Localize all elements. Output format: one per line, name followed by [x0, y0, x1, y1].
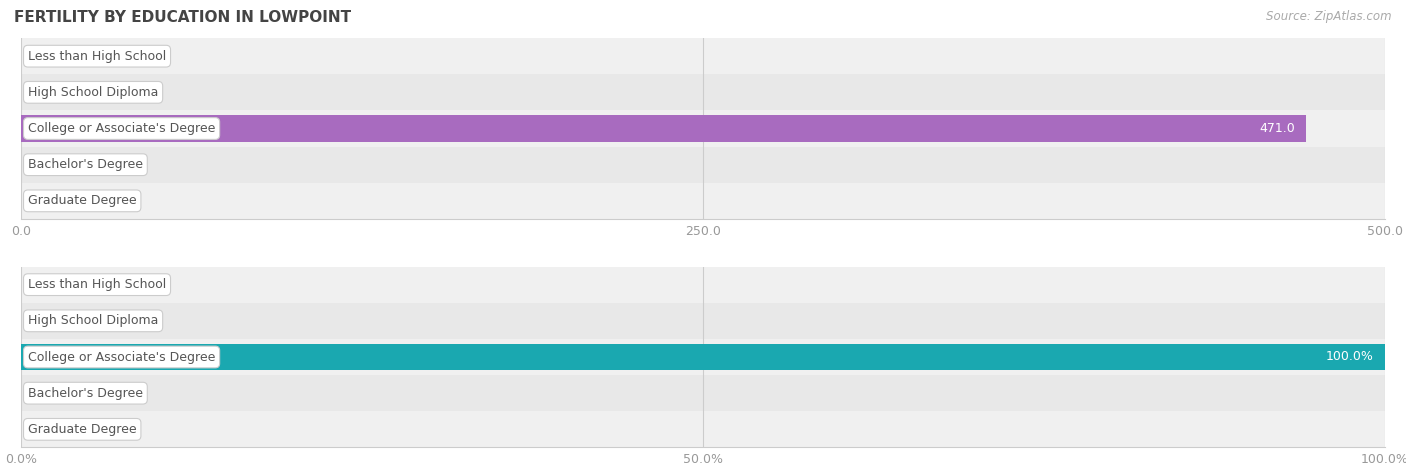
Text: 0.0%: 0.0%	[28, 387, 60, 400]
Text: Bachelor's Degree: Bachelor's Degree	[28, 158, 143, 171]
Text: College or Associate's Degree: College or Associate's Degree	[28, 350, 215, 364]
Bar	[21, 344, 1385, 370]
Text: 100.0%: 100.0%	[1326, 350, 1374, 364]
Text: FERTILITY BY EDUCATION IN LOWPOINT: FERTILITY BY EDUCATION IN LOWPOINT	[14, 10, 352, 25]
Text: Less than High School: Less than High School	[28, 278, 166, 291]
Bar	[21, 411, 1385, 447]
Bar	[21, 116, 1306, 141]
Bar	[21, 339, 1385, 375]
Text: Source: ZipAtlas.com: Source: ZipAtlas.com	[1267, 10, 1392, 22]
Text: 0.0%: 0.0%	[28, 423, 60, 436]
Bar	[21, 375, 1385, 411]
Text: Graduate Degree: Graduate Degree	[28, 194, 136, 208]
Text: 471.0: 471.0	[1260, 122, 1295, 135]
Text: 0.0: 0.0	[28, 158, 48, 171]
Bar	[21, 183, 1385, 219]
Text: 0.0: 0.0	[28, 50, 48, 63]
Text: 0.0%: 0.0%	[28, 314, 60, 327]
Text: 0.0: 0.0	[28, 194, 48, 208]
Bar	[21, 147, 1385, 183]
Text: Less than High School: Less than High School	[28, 50, 166, 63]
Text: Graduate Degree: Graduate Degree	[28, 423, 136, 436]
Bar	[21, 303, 1385, 339]
Text: College or Associate's Degree: College or Associate's Degree	[28, 122, 215, 135]
Bar	[21, 38, 1385, 74]
Bar	[21, 267, 1385, 303]
Text: 0.0: 0.0	[28, 86, 48, 99]
Bar	[21, 74, 1385, 110]
Text: High School Diploma: High School Diploma	[28, 86, 159, 99]
Text: Bachelor's Degree: Bachelor's Degree	[28, 387, 143, 400]
Bar	[21, 110, 1385, 147]
Text: 0.0%: 0.0%	[28, 278, 60, 291]
Text: High School Diploma: High School Diploma	[28, 314, 159, 327]
